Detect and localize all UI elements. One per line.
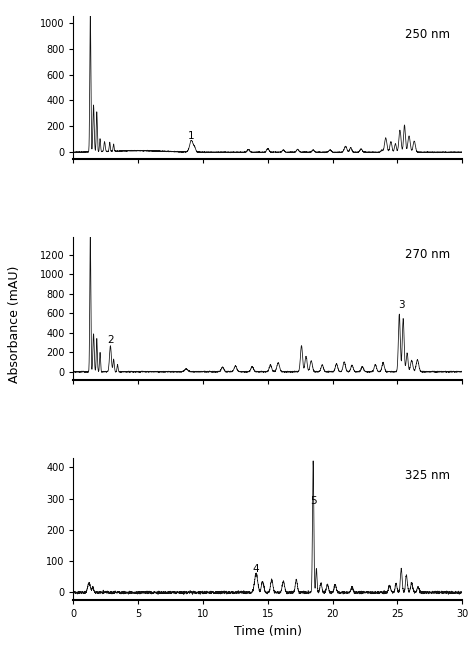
Text: Absorbance (mAU): Absorbance (mAU): [8, 266, 21, 383]
Text: 3: 3: [398, 300, 405, 310]
Text: 4: 4: [253, 564, 259, 574]
Text: 5: 5: [310, 496, 317, 506]
Text: 250 nm: 250 nm: [405, 28, 450, 41]
Text: 1: 1: [188, 130, 195, 141]
Text: 2: 2: [107, 336, 114, 345]
Text: 270 nm: 270 nm: [405, 249, 450, 262]
Text: 325 nm: 325 nm: [405, 469, 450, 482]
X-axis label: Time (min): Time (min): [234, 625, 302, 638]
